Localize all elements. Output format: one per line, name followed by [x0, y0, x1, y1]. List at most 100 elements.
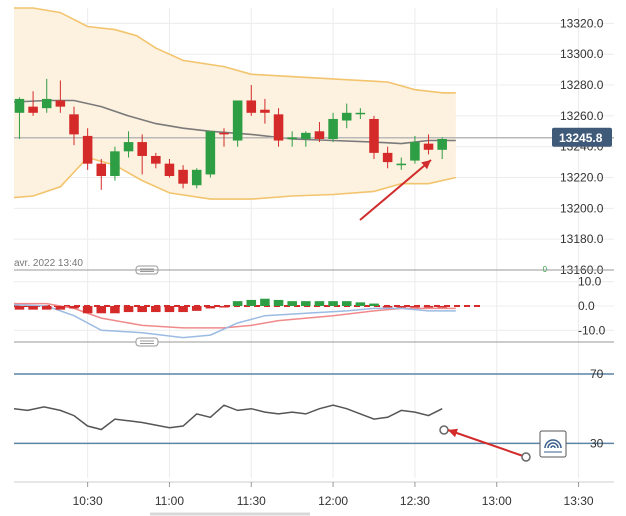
candle [287, 131, 297, 147]
candle-body [151, 155, 161, 164]
macd-histogram-bar [123, 306, 134, 313]
candle [110, 146, 120, 181]
candle-body [82, 135, 93, 164]
price-panel[interactable]: 13160.013180.013200.013220.013240.013260… [13, 7, 614, 478]
annotation-arrow-head [448, 428, 458, 438]
rainbow-drawing-icon[interactable] [539, 430, 567, 458]
candle [396, 157, 407, 170]
candle-body [123, 142, 134, 152]
macd-histogram-bar [273, 299, 284, 306]
time-tick-label: 12:00 [318, 494, 348, 508]
bollinger-upper-line [14, 7, 456, 94]
rsi-tick-label: 30 [590, 436, 604, 450]
candle-body [287, 137, 297, 139]
macd-histogram-bar [191, 306, 202, 311]
macd-histogram-bar [410, 306, 420, 308]
candle [355, 108, 366, 119]
candle [314, 122, 325, 143]
candle [437, 137, 447, 160]
candle-body [328, 118, 338, 139]
candle-body [273, 114, 284, 141]
candle [273, 108, 284, 147]
rsi-line [13, 404, 443, 431]
time-tick-label: 11:00 [155, 494, 184, 508]
candle-body [28, 106, 38, 113]
macd-line [13, 304, 456, 339]
macd-histogram-bar [260, 298, 270, 306]
price-tick-label: 13260.0 [560, 109, 604, 123]
macd-histogram-bar [355, 302, 366, 306]
time-tick-label: 13:00 [482, 494, 512, 508]
macd-histogram-bar [14, 306, 25, 310]
macd-tick-label: -10.0 [578, 323, 606, 337]
candle-body [369, 118, 379, 153]
annotation-arrow-head [421, 160, 431, 170]
candle [205, 131, 216, 178]
candle [14, 97, 25, 139]
candle [178, 165, 188, 189]
candle-body [178, 169, 188, 184]
current-price-badge: 13245.8 [552, 127, 612, 147]
price-tick-label: 13200.0 [560, 201, 604, 215]
candle-body [260, 109, 270, 113]
macd-histogram-bar [328, 301, 338, 306]
candle-body [164, 163, 175, 176]
time-tick-label: 13:30 [564, 494, 594, 508]
macd-histogram-bar [396, 306, 407, 308]
candle-body [41, 98, 52, 109]
macd-histogram-bar [178, 306, 188, 313]
candle-body [301, 132, 311, 139]
candle-body [205, 131, 216, 175]
price-tick-label: 13280.0 [560, 78, 604, 92]
macd-histogram-bar [96, 306, 107, 314]
macd-histogram-bar [369, 303, 379, 306]
price-tick-label: 13320.0 [560, 16, 604, 30]
macd-histogram-bar [287, 301, 297, 306]
candle [410, 135, 420, 164]
macd-tick-label: 10.0 [578, 275, 602, 289]
candle [232, 100, 243, 147]
candlestick-series [14, 78, 447, 190]
macd-histogram-bar [301, 301, 311, 306]
rsi-tick-label: 70 [590, 367, 604, 381]
macd-histogram-bar [423, 306, 434, 308]
macd-histogram-bar [314, 301, 325, 306]
candle [55, 80, 66, 113]
macd-histogram-bar [69, 306, 79, 309]
candle [123, 131, 134, 158]
candle [191, 168, 202, 189]
annotation-handle-end[interactable] [521, 452, 531, 462]
price-tick-label: 13300.0 [560, 47, 604, 61]
candle [328, 112, 338, 143]
annotation-handle-start[interactable] [439, 425, 449, 435]
macd-histogram-bar [82, 306, 93, 314]
macd-histogram-bar [137, 306, 147, 313]
candle-body [246, 100, 257, 113]
candle-body [382, 152, 393, 163]
current-price-label: 13245.8 [559, 131, 603, 145]
time-tick-label: 12:30 [400, 494, 430, 508]
macd-histogram-bar [28, 306, 38, 310]
macd-panel[interactable]: 10.0 0.0 -10.0 [13, 275, 614, 347]
candle-body [314, 131, 325, 139]
macd-histogram-bar [55, 306, 66, 310]
time-tick-label: 10:30 [73, 494, 103, 508]
macd-histogram-bar [110, 306, 120, 314]
price-tick-label: 13180.0 [560, 232, 604, 246]
candle-body [55, 100, 66, 107]
candle [41, 78, 52, 113]
candle [369, 115, 379, 160]
annotation-arrow[interactable] [447, 429, 527, 458]
candle-body [110, 151, 120, 176]
candle-body [396, 163, 407, 166]
bollinger-lower-line [13, 156, 456, 200]
candle-body [219, 132, 229, 135]
date-label: avr. 2022 13:40 [14, 258, 83, 269]
collapse-handle-icon[interactable] [135, 337, 159, 347]
candle [82, 128, 93, 170]
price-tick-label: 13220.0 [560, 171, 604, 185]
annotation-arrow[interactable] [359, 159, 432, 221]
rsi-panel[interactable]: 70 30 [13, 367, 614, 462]
candle-body [423, 143, 434, 150]
